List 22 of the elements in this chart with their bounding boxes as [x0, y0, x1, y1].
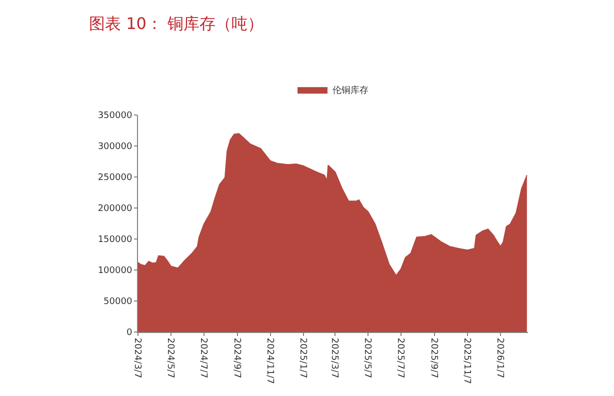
- x-tick-label: 2026/1/7: [494, 338, 505, 378]
- x-tick-label: 2024/3/7: [132, 338, 142, 378]
- x-tick-label: 2025/9/7: [428, 338, 439, 378]
- x-tick-label: 2024/5/7: [165, 338, 176, 378]
- x-tick-label: 2024/7/7: [198, 338, 208, 378]
- y-tick-label: 350000: [98, 111, 132, 122]
- y-tick-label: 50000: [104, 297, 132, 308]
- x-tick-label: 2025/3/7: [329, 338, 340, 378]
- y-tick-label: 0: [126, 328, 132, 338]
- chart-title: 图表 10： 铜库存（吨）: [89, 14, 264, 34]
- x-tick-label: 2025/5/7: [362, 338, 372, 378]
- y-tick-label: 300000: [98, 142, 132, 152]
- x-tick-label: 2024/11/7: [264, 338, 274, 384]
- x-tick-label: 2025/7/7: [395, 338, 406, 378]
- x-tick-label: 2025/11/7: [462, 338, 472, 384]
- legend-label: 伦铜库存: [332, 85, 368, 96]
- x-tick-label: 2024/9/7: [231, 338, 242, 378]
- y-tick-label: 200000: [98, 204, 132, 214]
- x-tick-label: 2025/1/7: [297, 338, 308, 378]
- y-tick-label: 150000: [98, 235, 132, 246]
- y-tick-label: 100000: [98, 266, 132, 276]
- y-tick-label: 250000: [98, 173, 132, 184]
